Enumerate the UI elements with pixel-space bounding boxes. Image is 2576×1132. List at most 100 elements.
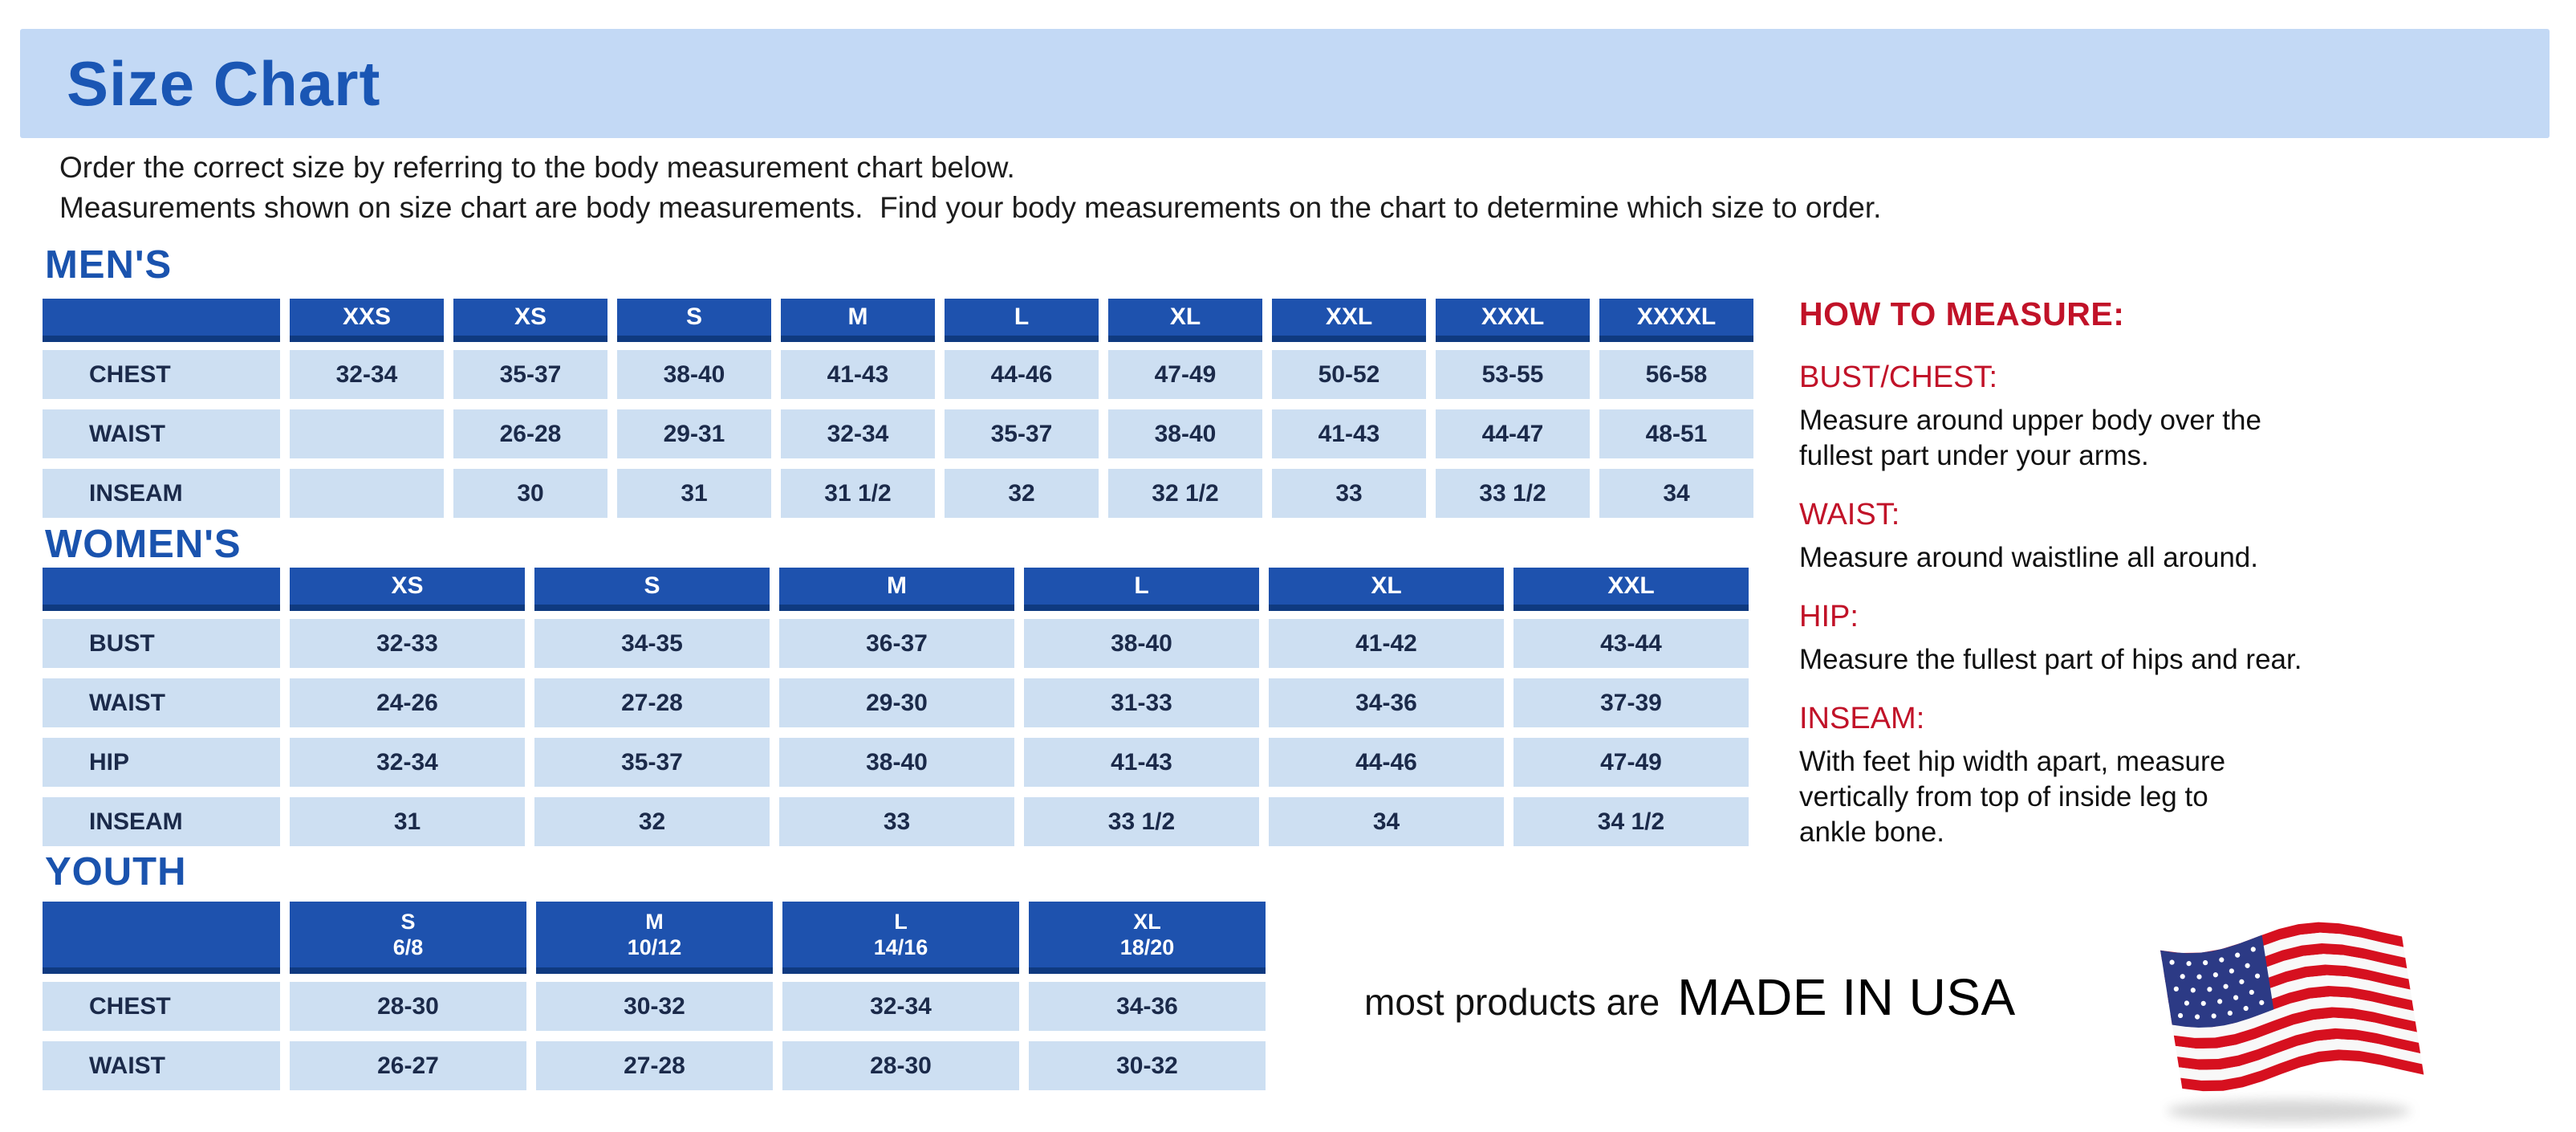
- size-value-cell: 32-34: [290, 350, 444, 399]
- size-value-cell: 34: [1269, 797, 1504, 846]
- size-value-cell: 38-40: [1024, 619, 1259, 668]
- table-row: HIP 32-34 35-37 38-40 41-43 44-46 47-49: [43, 738, 1749, 787]
- measure-text-inseam: With feet hip width apart, measure verti…: [1799, 746, 2226, 848]
- size-column-header: M: [779, 568, 1014, 611]
- row-label: WAIST: [43, 678, 280, 727]
- size-value-cell: 34 1/2: [1514, 797, 1749, 846]
- size-value-cell: 33 1/2: [1436, 469, 1590, 518]
- size-value-cell: 34-36: [1029, 982, 1266, 1031]
- row-label: BUST: [43, 619, 280, 668]
- size-value-cell: 33 1/2: [1024, 797, 1259, 846]
- made-in-usa-prefix: most products are: [1364, 981, 1660, 1023]
- youth-size-table: S 6/8 M 10/12 L 14/16 XL 18/20 CHEST 28-30 30-32 32…: [43, 902, 1266, 1101]
- size-column-header: M 10/12: [536, 902, 773, 974]
- size-column-header: S 6/8: [290, 902, 526, 974]
- table-row: WAIST 24-26 27-28 29-30 31-33 34-36 37-39: [43, 678, 1749, 727]
- size-value-cell: 41-43: [1024, 738, 1259, 787]
- table-row: INSEAM 31 32 33 33 1/2 34 34 1/2: [43, 797, 1749, 846]
- size-value-cell: 29-30: [779, 678, 1014, 727]
- size-value-cell: 38-40: [617, 350, 771, 399]
- measure-heading-hip: HIP:: [1799, 600, 1859, 633]
- size-value-cell: 28-30: [782, 1041, 1019, 1090]
- size-value-cell: 48-51: [1599, 409, 1753, 458]
- size-value-cell: 33: [779, 797, 1014, 846]
- size-value-cell: 56-58: [1599, 350, 1753, 399]
- table-row: WAIST 26-28 29-31 32-34 35-37 38-40 41-43 44-47…: [43, 409, 1753, 458]
- size-column-header: L: [945, 299, 1099, 342]
- womens-heading: WOMEN'S: [45, 523, 242, 566]
- size-column-header: S: [534, 568, 770, 611]
- row-label: INSEAM: [43, 797, 280, 846]
- size-column-header: XL: [1269, 568, 1504, 611]
- size-value-cell: 28-30: [290, 982, 526, 1031]
- size-column-header: XL: [1108, 299, 1262, 342]
- size-value-cell: 30-32: [536, 982, 773, 1031]
- measure-heading-bust-chest: BUST/CHEST:: [1799, 360, 1998, 394]
- size-value-cell: 34-36: [1269, 678, 1504, 727]
- made-in-usa-line: most products are MADE IN USA: [1364, 967, 2016, 1027]
- size-value-cell: 32: [534, 797, 770, 846]
- size-value-cell: 29-31: [617, 409, 771, 458]
- how-to-measure-title: HOW TO MEASURE:: [1799, 295, 2125, 332]
- size-value-cell: 47-49: [1108, 350, 1262, 399]
- measure-text-hip: Measure the fullest part of hips and rea…: [1799, 644, 2302, 675]
- size-value-cell: 31 1/2: [781, 469, 935, 518]
- header-row: XXS XS S M L XL XXL XXXL XXXXL: [43, 299, 1753, 342]
- row-label: WAIST: [43, 1041, 280, 1090]
- size-value-cell: 35-37: [534, 738, 770, 787]
- size-label: L: [894, 910, 908, 934]
- size-value-cell: 24-26: [290, 678, 525, 727]
- size-value-cell: 32-33: [290, 619, 525, 668]
- size-column-header: XXL: [1514, 568, 1749, 611]
- size-column-header: XXL: [1272, 299, 1426, 342]
- how-to-measure-panel: HOW TO MEASURE: BUST/CHEST: Measure arou…: [1799, 295, 2576, 874]
- row-label: WAIST: [43, 409, 280, 458]
- measure-text-bust-chest: Measure around upper body over the fulle…: [1799, 405, 2261, 471]
- size-label: XL: [1133, 910, 1161, 934]
- womens-size-table: XS S M L XL XXL BUST 32-33 34-35 36-37 38-40 41-42 4…: [43, 568, 1749, 857]
- size-value-cell: 34-35: [534, 619, 770, 668]
- size-column-header: S: [617, 299, 771, 342]
- size-value-cell: 30: [453, 469, 607, 518]
- row-label: HIP: [43, 738, 280, 787]
- row-label: CHEST: [43, 982, 280, 1031]
- size-column-header: XXXXL: [1599, 299, 1753, 342]
- size-value-cell: 26-28: [453, 409, 607, 458]
- intro-line-1: Order the correct size by referring to t…: [59, 151, 1015, 184]
- size-value-cell: 26-27: [290, 1041, 526, 1090]
- size-value-cell: 44-46: [1269, 738, 1504, 787]
- table-row: CHEST 28-30 30-32 32-34 34-36: [43, 982, 1266, 1031]
- size-value-cell: 32 1/2: [1108, 469, 1262, 518]
- size-range: 14/16: [873, 935, 928, 959]
- size-value-cell: 47-49: [1514, 738, 1749, 787]
- mens-heading: MEN'S: [45, 243, 173, 287]
- size-column-header: L: [1024, 568, 1259, 611]
- size-value-cell: 53-55: [1436, 350, 1590, 399]
- size-column-header: XXS: [290, 299, 444, 342]
- size-label: S: [400, 910, 416, 934]
- corner-header-cell: [43, 902, 280, 974]
- table-row: CHEST 32-34 35-37 38-40 41-43 44-46 47-49 50-52…: [43, 350, 1753, 399]
- size-value-cell: 41-43: [781, 350, 935, 399]
- size-value-cell: 50-52: [1272, 350, 1426, 399]
- size-column-header: XS: [290, 568, 525, 611]
- size-value-cell: 32-34: [781, 409, 935, 458]
- youth-heading: YOUTH: [45, 850, 187, 894]
- row-label: CHEST: [43, 350, 280, 399]
- size-value-cell: 41-42: [1269, 619, 1504, 668]
- size-label: M: [645, 910, 664, 934]
- size-range: 18/20: [1119, 935, 1175, 959]
- size-value-cell: 27-28: [536, 1041, 773, 1090]
- mens-size-table: XXS XS S M L XL XXL XXXL XXXXL CHEST 32-34 35-37 38-…: [43, 299, 1753, 528]
- size-value-cell: 35-37: [453, 350, 607, 399]
- made-in-usa-text: MADE IN USA: [1677, 968, 2016, 1026]
- corner-header-cell: [43, 299, 280, 342]
- size-value-cell: 31: [617, 469, 771, 518]
- size-range: 6/8: [392, 935, 424, 959]
- size-column-header: XXXL: [1436, 299, 1590, 342]
- table-row: WAIST 26-27 27-28 28-30 30-32: [43, 1041, 1266, 1090]
- intro-line-2: Measurements shown on size chart are bod…: [59, 191, 1882, 224]
- size-value-cell: [290, 469, 444, 518]
- size-value-cell: 31-33: [1024, 678, 1259, 727]
- row-label: INSEAM: [43, 469, 280, 518]
